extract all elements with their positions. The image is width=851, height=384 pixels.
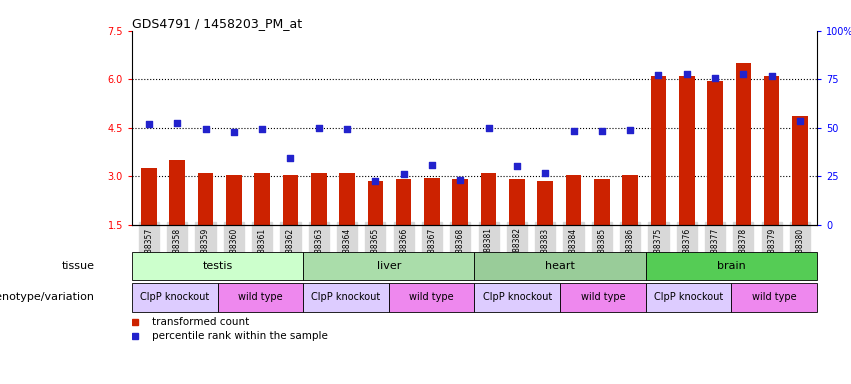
Bar — [132, 283, 218, 312]
Point — [454, 177, 467, 183]
Bar — [311, 173, 327, 225]
Text: ClpP knockout: ClpP knockout — [140, 292, 209, 303]
Point — [198, 126, 212, 132]
Bar — [396, 179, 411, 225]
Bar — [622, 175, 638, 225]
Point — [283, 155, 297, 161]
Point — [227, 129, 241, 135]
Text: percentile rank within the sample: percentile rank within the sample — [152, 331, 328, 341]
Bar — [651, 76, 666, 225]
Point — [539, 170, 552, 176]
Point — [142, 121, 156, 127]
Point — [426, 162, 439, 168]
Bar — [303, 283, 389, 312]
Bar — [218, 283, 303, 312]
Bar — [283, 175, 298, 225]
Point — [765, 73, 779, 79]
Bar — [566, 175, 581, 225]
Text: heart: heart — [545, 261, 575, 271]
Bar — [679, 76, 694, 225]
Bar — [368, 181, 383, 225]
Text: wild type: wild type — [238, 292, 283, 303]
Text: ClpP knockout: ClpP knockout — [654, 292, 723, 303]
Bar — [707, 81, 722, 225]
Bar — [254, 173, 270, 225]
Text: ClpP knockout: ClpP knockout — [311, 292, 380, 303]
Point — [793, 118, 807, 124]
Bar — [594, 179, 609, 225]
Bar — [646, 252, 817, 280]
Point — [708, 74, 722, 81]
Point — [397, 170, 410, 177]
Bar — [424, 178, 440, 225]
Bar — [132, 252, 303, 280]
Bar — [538, 181, 553, 225]
Point — [623, 127, 637, 133]
Text: tissue: tissue — [62, 261, 94, 271]
Text: GDS4791 / 1458203_PM_at: GDS4791 / 1458203_PM_at — [132, 17, 302, 30]
Bar — [197, 173, 214, 225]
Text: ClpP knockout: ClpP knockout — [483, 292, 551, 303]
Bar — [474, 252, 646, 280]
Point — [482, 124, 495, 131]
Point — [170, 120, 184, 126]
Bar — [735, 63, 751, 225]
Text: brain: brain — [717, 261, 745, 271]
Text: testis: testis — [203, 261, 232, 271]
Point — [595, 128, 608, 134]
Bar — [141, 168, 157, 225]
Point — [368, 178, 382, 184]
Bar — [303, 252, 474, 280]
Point — [567, 128, 580, 134]
Bar — [226, 175, 242, 225]
Point — [255, 126, 269, 132]
Bar — [509, 179, 525, 225]
Bar — [481, 173, 496, 225]
Text: transformed count: transformed count — [152, 317, 249, 327]
Bar — [792, 116, 808, 225]
Point — [680, 71, 694, 78]
Text: wild type: wild type — [751, 292, 797, 303]
Bar — [646, 283, 731, 312]
Text: genotype/variation: genotype/variation — [0, 292, 94, 303]
Point — [340, 126, 354, 132]
Point — [652, 72, 665, 78]
Text: wild type: wild type — [409, 292, 454, 303]
Bar — [169, 160, 185, 225]
Bar — [474, 283, 560, 312]
Bar — [560, 283, 646, 312]
Bar — [389, 283, 474, 312]
Bar — [764, 76, 780, 225]
Bar — [731, 283, 817, 312]
Text: wild type: wild type — [580, 292, 625, 303]
Text: liver: liver — [377, 261, 401, 271]
Point — [737, 71, 751, 78]
Bar — [340, 173, 355, 225]
Point — [312, 125, 326, 131]
Bar — [453, 179, 468, 225]
Point — [510, 164, 523, 170]
